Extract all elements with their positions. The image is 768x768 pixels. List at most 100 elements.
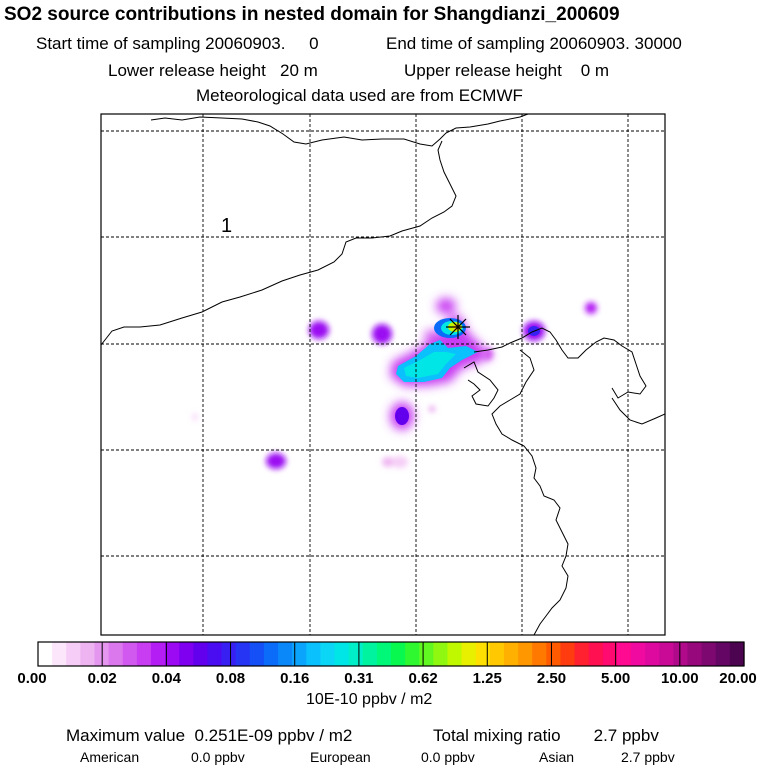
isolated-blobs (193, 302, 597, 469)
color-bar-segment (447, 642, 463, 666)
color-bar-segment (419, 642, 434, 666)
color-bar-frame (37, 641, 745, 667)
total-mixing-ratio: Total mixing ratio 2.7 ppbv (433, 726, 659, 746)
color-bar-ticks (101, 642, 681, 666)
color-bar-tick-label: 0.00 (17, 670, 47, 687)
color-bar-segment (518, 642, 533, 666)
bohai-coast (463, 361, 499, 407)
region-label: 1 (221, 215, 232, 237)
color-bar-segment (433, 642, 449, 666)
color-bar-segment (532, 642, 547, 666)
color-bar-segment (673, 642, 689, 666)
color-bar-segment (588, 642, 604, 666)
max-value-number: 0.251E-09 ppbv / m2 (194, 726, 353, 745)
color-bar-tick-label: 20.00 (719, 670, 757, 687)
color-bar-segment (334, 642, 350, 666)
boundaries (101, 114, 665, 635)
color-bar-segment (108, 642, 124, 666)
lower-release-value: 20 m (280, 61, 318, 80)
color-bar-segment (715, 642, 731, 666)
color-bar-segment (489, 642, 505, 666)
units-label: 10E-10 ppbv / m2 (306, 691, 433, 708)
region-european-value: 0.0 ppbv (421, 749, 475, 765)
color-bar-tick-label: 0.04 (151, 670, 181, 687)
color-bar-segment (729, 642, 745, 666)
end-time: End time of sampling 20060903. 30000 (386, 34, 682, 53)
color-bar-tick-label: 10.00 (661, 670, 699, 687)
color-bar-segment (38, 642, 53, 666)
upper-release-value: 0 m (580, 61, 610, 80)
color-bar-segment (659, 642, 674, 666)
region-european-name: European (310, 749, 371, 765)
east-coast (491, 349, 569, 635)
color-bar-segment (362, 642, 378, 666)
color-bar-segment (405, 642, 420, 666)
color-bar (38, 642, 745, 666)
color-bar-tick-label: 0.62 (408, 670, 438, 687)
color-bar-segment (165, 642, 180, 666)
color-bar-segment (348, 642, 364, 666)
color-bar-tick-label: 0.02 (87, 670, 117, 687)
color-bar-segment (503, 642, 519, 666)
color-bar-segment (278, 642, 293, 666)
star-cross-icon (446, 315, 470, 339)
start-time-value: 0 (309, 34, 319, 53)
color-bar-segment (687, 642, 703, 666)
color-bar-segment (645, 642, 660, 666)
region-asian-value: 2.7 ppbv (621, 749, 675, 765)
color-bar-segment (66, 642, 81, 666)
color-bar-segment (475, 642, 491, 666)
region-american-name: American (80, 749, 140, 765)
lower-release-height: Lower release height 20 m (108, 61, 318, 81)
color-bar-segment (80, 642, 96, 666)
color-bar-segment (320, 642, 336, 666)
northern-border (150, 114, 529, 147)
blob-south (395, 407, 409, 425)
meteorological-note: Meteorological data used are from ECMWF (196, 86, 523, 105)
color-bar-segment (616, 642, 632, 666)
gridlines (101, 114, 665, 635)
region-american-value: 0.0 ppbv (191, 749, 245, 765)
start-time-label: Start time of sampling 20060903. (36, 34, 286, 53)
color-bar-tick-label: 0.16 (280, 670, 310, 687)
korea-coast (473, 327, 647, 399)
color-bar-tick-label: 0.31 (344, 670, 374, 687)
plume-core-inner (404, 352, 456, 378)
max-value: Maximum value 0.251E-09 ppbv / m2 (66, 726, 352, 746)
color-bar-segment (292, 642, 307, 666)
start-time: Start time of sampling 20060903. 0 (36, 34, 319, 54)
color-bar-segment (574, 642, 590, 666)
color-bar-segment (207, 642, 223, 666)
color-bar-segment (136, 642, 152, 666)
color-bar-tick-label: 0.08 (215, 670, 246, 687)
total-mixing-label: Total mixing ratio (433, 726, 561, 745)
color-bar-segment (376, 642, 392, 666)
color-bar-segment (263, 642, 279, 666)
color-bar-segment (701, 642, 717, 666)
upper-release-label: Upper release height (404, 61, 562, 80)
japan-sea-coast (611, 397, 665, 425)
color-bar-segment (546, 642, 562, 666)
color-bar-segment (193, 642, 209, 666)
western-border (101, 140, 457, 346)
region-asian-name: Asian (539, 749, 575, 765)
color-bar-segment (461, 642, 477, 666)
max-value-label: Maximum value (66, 726, 186, 745)
color-bar-segment (150, 642, 166, 666)
upper-release-height: Upper release height 0 m (404, 61, 609, 81)
color-bar-segment (391, 642, 406, 666)
color-bar-tick-label: 1.25 (472, 670, 502, 687)
color-bar-segment (602, 642, 618, 666)
lower-release-label: Lower release height (108, 61, 266, 80)
color-bar-segment (306, 642, 321, 666)
color-bar-segment (122, 642, 138, 666)
color-bar-segment (179, 642, 194, 666)
color-bar-segment (560, 642, 576, 666)
color-bar-tick-label: 5.00 (601, 670, 631, 687)
color-bar-segment (52, 642, 67, 666)
color-bar-segment (249, 642, 265, 666)
color-bar-tick-label: 2.50 (536, 670, 567, 687)
color-bar-segment (631, 642, 646, 666)
total-mixing-value: 2.7 ppbv (593, 726, 659, 745)
